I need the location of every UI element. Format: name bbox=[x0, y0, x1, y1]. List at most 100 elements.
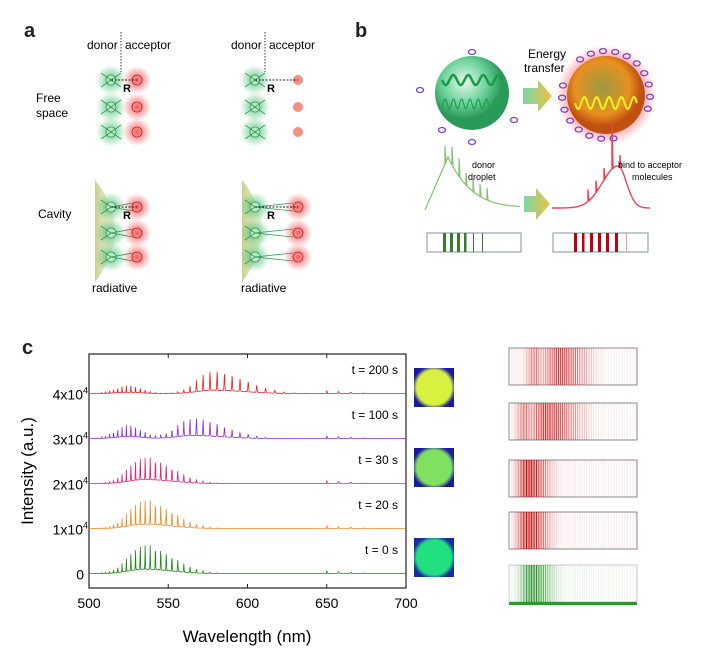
barcode-line bbox=[558, 348, 560, 385]
barcode-line bbox=[529, 565, 531, 602]
barcode-line bbox=[577, 512, 579, 549]
panel-a-diagram: donor acceptor donor acceptor Free space … bbox=[36, 32, 315, 295]
energy-label: Energy bbox=[528, 47, 566, 61]
acceptor-glow bbox=[284, 219, 312, 247]
barcode-line bbox=[541, 512, 543, 549]
barcode-line bbox=[610, 565, 612, 602]
barcode-line bbox=[560, 565, 562, 602]
barcode-baseline bbox=[509, 602, 637, 605]
emission-arrow bbox=[244, 79, 256, 88]
x-tick-label: 700 bbox=[394, 595, 418, 611]
barcode-line bbox=[568, 348, 570, 385]
bound-molecule-icon bbox=[645, 93, 655, 100]
bound-molecule-icon bbox=[586, 50, 596, 57]
barcode-line bbox=[518, 348, 520, 385]
droplet-image-t30 bbox=[414, 448, 454, 487]
barcode-line bbox=[552, 512, 554, 549]
barcode-line bbox=[532, 348, 534, 385]
barcode-line bbox=[546, 403, 548, 440]
barcode-line bbox=[570, 460, 572, 497]
emission-arrow bbox=[244, 124, 256, 133]
barcode-line bbox=[527, 403, 529, 440]
barcode-line bbox=[583, 565, 585, 602]
acceptor-glow bbox=[123, 219, 151, 247]
barcode-line bbox=[529, 512, 531, 549]
barcode-line bbox=[526, 565, 527, 602]
barcode-line bbox=[593, 565, 595, 602]
barcode-line bbox=[583, 348, 585, 385]
barcode-line bbox=[577, 460, 579, 497]
barcode-line bbox=[512, 348, 514, 385]
barcode-line bbox=[524, 512, 526, 549]
barcode-line bbox=[518, 565, 520, 602]
barcode-line bbox=[608, 460, 610, 497]
barcode-line bbox=[522, 403, 524, 440]
barcode-line bbox=[605, 460, 607, 497]
barcode-line bbox=[513, 348, 515, 385]
barcode-line bbox=[537, 565, 539, 602]
barcode-line bbox=[588, 460, 590, 497]
barcode-line bbox=[572, 348, 574, 385]
barcode-line bbox=[537, 403, 539, 440]
barcode-line bbox=[608, 565, 610, 602]
barcode-line bbox=[616, 512, 618, 549]
barcode-line bbox=[548, 403, 550, 440]
barcode-line bbox=[582, 233, 585, 252]
barcode-line bbox=[537, 512, 539, 549]
barcode-line bbox=[566, 348, 568, 385]
barcode-line bbox=[572, 403, 574, 440]
barcode-line bbox=[513, 460, 515, 497]
emission-arrow bbox=[110, 72, 122, 81]
barcode-line bbox=[635, 460, 637, 497]
emission-arrow bbox=[100, 99, 112, 108]
acceptor-molecule-icon bbox=[437, 126, 447, 134]
barcode-line bbox=[548, 460, 550, 497]
barcode-line bbox=[577, 348, 579, 385]
barcode-line bbox=[595, 348, 597, 385]
bound-molecule-icon bbox=[609, 135, 618, 142]
acceptor-glow bbox=[123, 243, 151, 271]
barcode-line bbox=[527, 348, 529, 385]
barcode-line bbox=[627, 565, 628, 602]
barcode-line bbox=[605, 512, 607, 549]
barcode-line bbox=[590, 565, 592, 602]
panel-a-label: a bbox=[24, 20, 36, 42]
barcode-line bbox=[566, 403, 568, 440]
barcode-line bbox=[532, 512, 534, 549]
emission-arrow bbox=[100, 106, 112, 115]
barcode-line bbox=[579, 512, 581, 549]
bound-molecule-icon bbox=[632, 60, 641, 67]
barcode-line bbox=[572, 512, 574, 549]
donor-label-1: donor bbox=[87, 38, 118, 52]
barcode-line bbox=[581, 460, 583, 497]
barcode-line bbox=[532, 460, 534, 497]
barcode-line bbox=[560, 348, 562, 385]
barcode-line bbox=[543, 403, 545, 440]
barcode-line bbox=[595, 565, 597, 602]
panel-c-label: c bbox=[22, 337, 34, 359]
barcode-line bbox=[548, 348, 550, 385]
barcode-line bbox=[581, 403, 583, 440]
barcode-line bbox=[552, 348, 554, 385]
barcode-line bbox=[560, 512, 562, 549]
barcode-line bbox=[632, 460, 634, 497]
barcode-line bbox=[572, 565, 574, 602]
barcode-line bbox=[510, 565, 512, 602]
barcode-line bbox=[564, 460, 566, 497]
barcode-line bbox=[577, 565, 579, 602]
barcode-line bbox=[536, 348, 537, 385]
barcode-line bbox=[534, 460, 536, 497]
barcode-line bbox=[536, 460, 537, 497]
barcode-line bbox=[443, 233, 446, 252]
barcode-line bbox=[621, 460, 623, 497]
transfer-label: transfer bbox=[524, 61, 565, 75]
barcode-line bbox=[534, 512, 536, 549]
barcode-line bbox=[618, 403, 620, 440]
emission-arrow bbox=[244, 72, 256, 81]
barcode-line bbox=[522, 565, 524, 602]
barcode-line bbox=[624, 348, 626, 385]
emission-arrow bbox=[100, 131, 112, 140]
barcode-line bbox=[618, 460, 620, 497]
barcode-line bbox=[621, 403, 623, 440]
barcode-line bbox=[568, 460, 570, 497]
